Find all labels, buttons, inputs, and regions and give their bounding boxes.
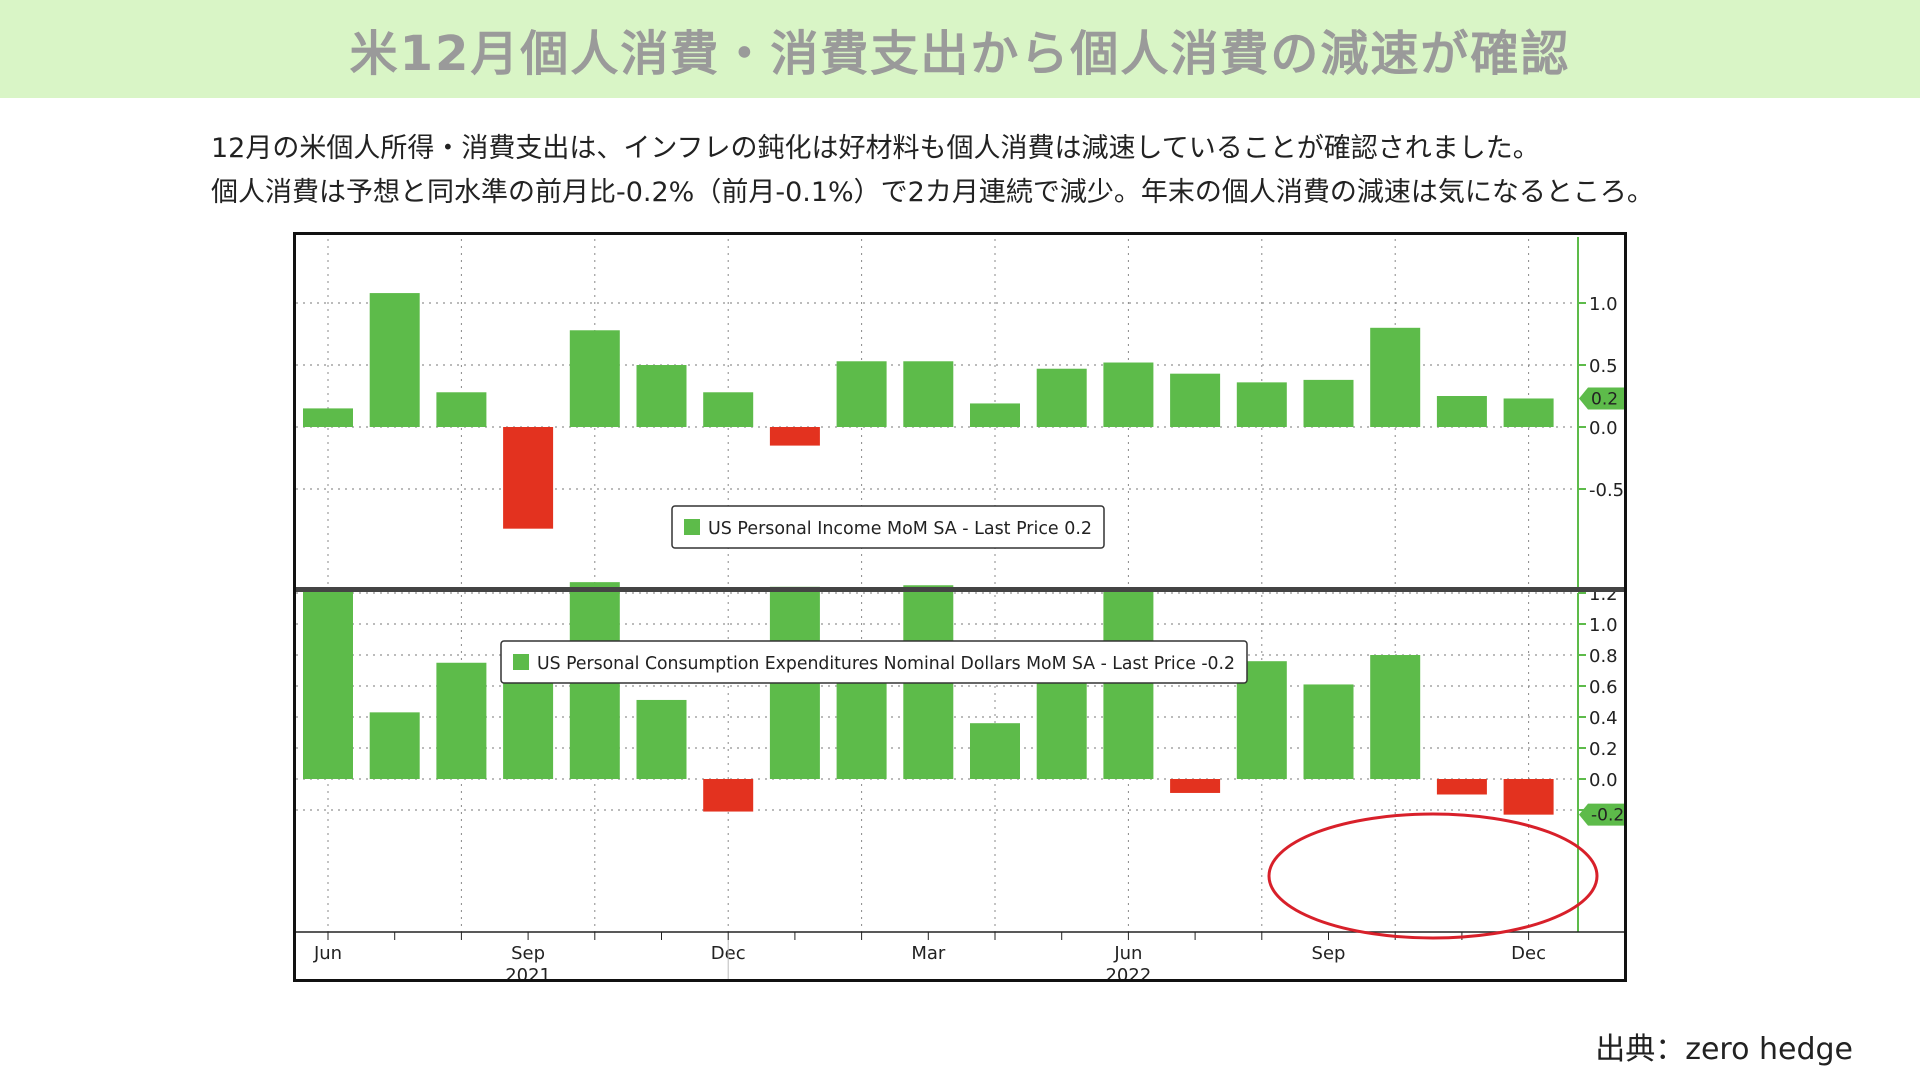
x-tick-label: Dec (1511, 943, 1546, 964)
income-last-price-marker (1579, 387, 1624, 410)
pce-bar (1170, 779, 1221, 793)
x-tick-label: Jun (313, 943, 342, 964)
income-legend-swatch (684, 519, 700, 535)
income-bar (1170, 373, 1221, 427)
income-bar (503, 427, 554, 529)
income-legend-label: US Personal Income MoM SA - Last Price 0… (708, 518, 1092, 539)
pce-bar (1370, 655, 1421, 779)
pce-bar (369, 712, 420, 779)
income-bar (636, 365, 687, 427)
income-bar (436, 392, 487, 427)
pce-bar (1103, 591, 1154, 779)
income-bar (1370, 327, 1421, 427)
income-bar (1503, 398, 1554, 427)
x-tick-label: Sep (511, 943, 545, 964)
y-tick-label: 0.4 (1589, 708, 1618, 729)
income-bar (1036, 368, 1087, 427)
y-tick-label: 0.0 (1589, 418, 1618, 439)
income-bar (836, 361, 887, 427)
y-tick-label: 0.5 (1589, 356, 1618, 377)
pce-bar (1436, 779, 1487, 795)
income-legend-box (671, 505, 1105, 549)
pce-legend-swatch (513, 654, 529, 670)
panel-divider (296, 587, 1624, 592)
pce-bar (970, 723, 1020, 779)
page-title: 米12月個人消費・消費支出から個人消費の減速が確認 (349, 26, 1571, 82)
pce-legend-label: US Personal Consumption Expenditures Nom… (537, 653, 1235, 674)
income-bar (369, 293, 420, 427)
income-bar (1236, 382, 1287, 427)
pce-legend-box (500, 640, 1248, 684)
y-tick-label: 0.6 (1589, 677, 1618, 698)
pce-bar (836, 667, 887, 779)
source-credit: 出典：zero hedge (1595, 1032, 1853, 1067)
income-bar (903, 361, 954, 427)
bar-chart: 1.00.50.0-0.51.21.00.80.60.40.20.0-0.20.… (296, 237, 1624, 979)
y-tick-label: -0.5 (1589, 480, 1624, 501)
pce-bar (703, 779, 754, 812)
x-tick-label: Sep (1312, 943, 1346, 964)
y-tick-label: 0.8 (1589, 646, 1618, 667)
pce-bar (1303, 684, 1354, 779)
pce-bar (636, 699, 687, 779)
income-bar (303, 408, 353, 427)
income-bar (970, 403, 1020, 427)
x-year-label: 2021 (505, 965, 551, 979)
income-bar (703, 392, 754, 427)
income-bar (569, 330, 620, 427)
y-tick-label: 1.0 (1589, 294, 1618, 315)
income-bar (1103, 362, 1154, 427)
pce-bar (303, 588, 353, 779)
x-tick-label: Mar (911, 943, 946, 964)
x-tick-label: Jun (1113, 943, 1142, 964)
description-line-1: 12月の米個人所得・消費支出は、インフレの鈍化は好材料も個人消費は減速しているこ… (211, 133, 1540, 164)
pce-bar (436, 662, 487, 779)
pce-bar (1503, 779, 1554, 815)
title-banner: 米12月個人消費・消費支出から個人消費の減速が確認 (0, 0, 1920, 98)
highlight-circle (1267, 812, 1599, 940)
pce-last-price-marker (1579, 803, 1624, 826)
y-tick-label: 0.0 (1589, 770, 1618, 791)
x-year-label: 2022 (1105, 965, 1151, 979)
y-tick-label: 0.2 (1589, 739, 1618, 760)
income-last-price-label: 0.2 (1591, 389, 1618, 409)
pce-last-price-label: -0.2 (1591, 806, 1624, 826)
pce-bar (1036, 672, 1087, 779)
chart-frame: 1.00.50.0-0.51.21.00.80.60.40.20.0-0.20.… (293, 232, 1627, 982)
description-line-2: 個人消費は予想と同水準の前月比-0.2%（前月-0.1%）で2カ月連続で減少。年… (211, 177, 1654, 208)
y-tick-label: 1.0 (1589, 615, 1618, 636)
income-bar (769, 427, 820, 446)
income-bar (1436, 396, 1487, 427)
income-bar (1303, 379, 1354, 427)
